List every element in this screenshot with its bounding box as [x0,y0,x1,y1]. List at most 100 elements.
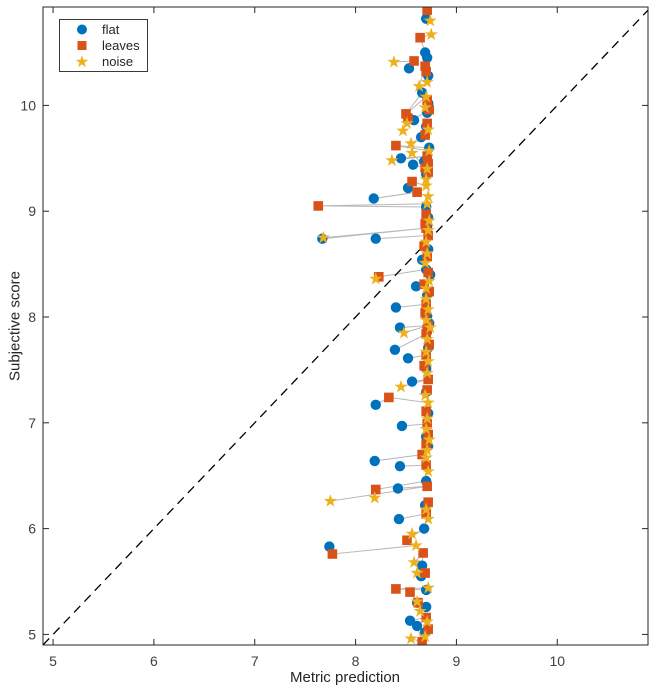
data-point-flat [394,460,406,472]
group-connector-line [318,203,428,208]
data-point-flat [390,302,402,313]
data-point-leaves [422,7,432,15]
x-tick-label: 7 [251,653,259,669]
group-connector-line [375,396,429,406]
data-point-noise [418,100,432,114]
data-point-leaves [415,32,425,43]
data-point-noise [418,256,432,269]
data-point-leaves [417,449,427,460]
data-point-noise [422,143,436,157]
data-point-noise [419,234,433,248]
data-point-noise [419,172,433,186]
data-point-leaves [420,568,430,578]
y-tick-label: 8 [28,309,36,325]
data-point-leaves [422,151,432,161]
data-point-noise [419,502,433,516]
data-point-leaves [421,612,431,623]
data-point-noise [420,332,434,345]
data-point-leaves [423,158,433,169]
data-point-noise [420,75,434,88]
data-point-leaves [423,429,433,440]
axes-box [42,6,649,646]
data-point-noise [413,604,427,617]
data-point-noise [368,491,382,504]
data-point-leaves [419,241,429,251]
data-point-leaves [421,66,431,77]
data-point-noise [422,213,436,227]
noise-star-icon [68,54,96,69]
leaves-square-icon [68,38,96,53]
data-point-flat [403,63,415,74]
data-point-leaves [423,230,433,241]
data-point-leaves [421,299,431,310]
y-tick-label: 9 [28,203,36,219]
data-point-leaves [370,484,381,495]
data-point-leaves [423,374,433,385]
x-tick-label: 10 [549,653,565,669]
data-point-noise [420,443,434,456]
data-point-flat [407,159,419,170]
data-point-flat [418,523,430,534]
data-point-flat [402,353,414,364]
data-point-noise [419,292,433,305]
data-point-leaves [423,624,433,634]
data-point-leaves [422,385,432,395]
data-point-noise [419,90,433,103]
data-point-noise [404,136,418,150]
data-point-leaves [422,481,432,492]
data-point-leaves [423,497,433,507]
data-point-leaves [313,201,324,211]
data-point-flat [389,344,401,356]
data-point-noise [369,272,383,285]
data-point-noise [421,354,435,368]
x-tick-label: 8 [352,653,360,669]
plot-area [43,7,648,645]
data-point-noise [421,512,435,525]
data-point-flat [394,322,406,333]
group-connector-line [328,545,417,555]
data-point-noise [423,320,437,334]
data-point-leaves [422,419,432,429]
data-point-noise [419,313,433,326]
data-point-flat [410,281,422,292]
data-point-noise [421,395,435,409]
data-point-leaves [420,130,430,140]
data-point-leaves [409,56,419,66]
data-point-leaves [421,460,431,470]
data-point-noise [421,580,435,594]
data-point-leaves [421,329,431,339]
data-point-flat [411,620,423,632]
data-point-leaves [424,104,434,115]
y-tick-label: 7 [28,415,36,431]
data-point-leaves [327,549,338,559]
data-point-leaves [424,339,434,350]
data-point-noise [316,230,330,244]
x-tick-label: 5 [49,653,57,669]
x-tick-label: 9 [453,653,461,669]
data-point-leaves [384,392,394,403]
legend-item-noise[interactable]: noise [68,54,147,69]
data-point-noise [421,122,435,136]
data-point-flat [369,455,380,467]
data-point-noise [419,422,433,435]
legend-item-flat[interactable]: flat [68,22,147,37]
legend-item-leaves[interactable]: leaves [68,38,147,53]
data-point-noise [405,527,419,540]
legend[interactable]: flat leaves noise [59,19,148,72]
y-tick-label: 6 [28,521,36,537]
data-point-leaves [407,176,417,187]
data-point-noise [387,55,401,68]
data-point-flat [406,376,418,387]
data-point-noise [419,450,433,464]
data-point-noise [410,594,424,608]
data-point-leaves [405,587,415,597]
data-point-noise [385,153,399,166]
data-point-leaves [418,548,428,558]
data-point-noise [421,464,435,478]
data-point-leaves [422,118,432,129]
data-point-flat [393,513,405,525]
y-tick-label: 5 [28,626,36,642]
data-point-noise [424,27,438,41]
